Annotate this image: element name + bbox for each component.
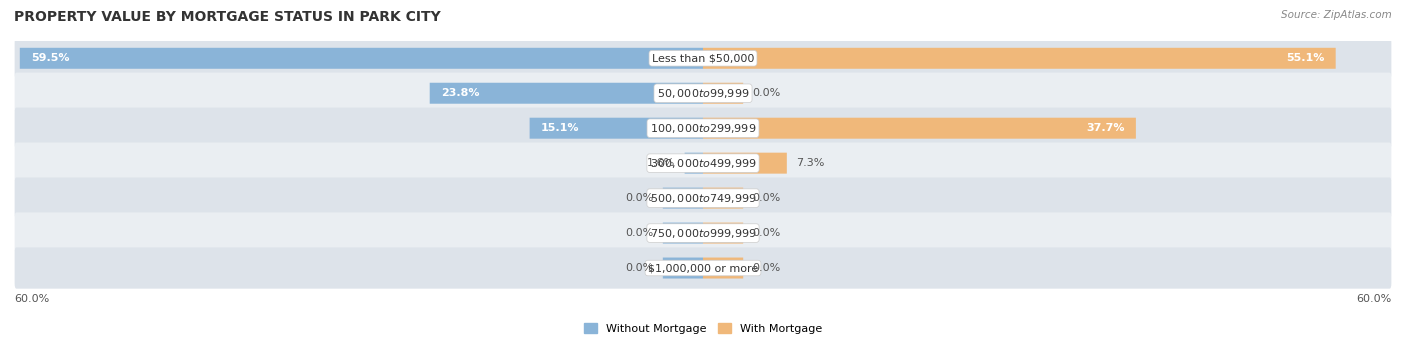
Text: 15.1%: 15.1% xyxy=(541,123,579,133)
Text: 0.0%: 0.0% xyxy=(752,263,780,273)
Text: 0.0%: 0.0% xyxy=(626,263,654,273)
FancyBboxPatch shape xyxy=(662,257,703,278)
FancyBboxPatch shape xyxy=(14,38,1392,79)
Legend: Without Mortgage, With Mortgage: Without Mortgage, With Mortgage xyxy=(579,318,827,338)
Text: $100,000 to $299,999: $100,000 to $299,999 xyxy=(650,122,756,135)
Text: $50,000 to $99,999: $50,000 to $99,999 xyxy=(657,87,749,100)
FancyBboxPatch shape xyxy=(662,223,703,243)
FancyBboxPatch shape xyxy=(14,212,1392,254)
FancyBboxPatch shape xyxy=(14,142,1392,184)
Text: 60.0%: 60.0% xyxy=(14,294,49,304)
Text: $1,000,000 or more: $1,000,000 or more xyxy=(648,263,758,273)
FancyBboxPatch shape xyxy=(530,118,703,139)
Text: PROPERTY VALUE BY MORTGAGE STATUS IN PARK CITY: PROPERTY VALUE BY MORTGAGE STATUS IN PAR… xyxy=(14,10,441,24)
Text: 0.0%: 0.0% xyxy=(752,193,780,203)
Text: 7.3%: 7.3% xyxy=(796,158,824,168)
FancyBboxPatch shape xyxy=(685,153,703,174)
FancyBboxPatch shape xyxy=(703,48,1336,69)
Text: Less than $50,000: Less than $50,000 xyxy=(652,53,754,63)
FancyBboxPatch shape xyxy=(14,248,1392,289)
FancyBboxPatch shape xyxy=(14,177,1392,219)
FancyBboxPatch shape xyxy=(14,107,1392,149)
FancyBboxPatch shape xyxy=(703,257,744,278)
Text: 60.0%: 60.0% xyxy=(1357,294,1392,304)
FancyBboxPatch shape xyxy=(703,188,744,209)
Text: $750,000 to $999,999: $750,000 to $999,999 xyxy=(650,226,756,240)
Text: 0.0%: 0.0% xyxy=(752,228,780,238)
Text: 55.1%: 55.1% xyxy=(1286,53,1324,63)
Text: $300,000 to $499,999: $300,000 to $499,999 xyxy=(650,157,756,170)
FancyBboxPatch shape xyxy=(703,83,744,104)
FancyBboxPatch shape xyxy=(662,188,703,209)
FancyBboxPatch shape xyxy=(430,83,703,104)
FancyBboxPatch shape xyxy=(703,153,787,174)
FancyBboxPatch shape xyxy=(14,73,1392,114)
Text: Source: ZipAtlas.com: Source: ZipAtlas.com xyxy=(1281,10,1392,20)
FancyBboxPatch shape xyxy=(20,48,703,69)
Text: 0.0%: 0.0% xyxy=(626,193,654,203)
Text: 1.6%: 1.6% xyxy=(647,158,675,168)
Text: 23.8%: 23.8% xyxy=(441,88,479,98)
Text: $500,000 to $749,999: $500,000 to $749,999 xyxy=(650,192,756,205)
Text: 0.0%: 0.0% xyxy=(626,228,654,238)
Text: 37.7%: 37.7% xyxy=(1085,123,1125,133)
FancyBboxPatch shape xyxy=(703,118,1136,139)
FancyBboxPatch shape xyxy=(703,223,744,243)
Text: 59.5%: 59.5% xyxy=(31,53,70,63)
Text: 0.0%: 0.0% xyxy=(752,88,780,98)
